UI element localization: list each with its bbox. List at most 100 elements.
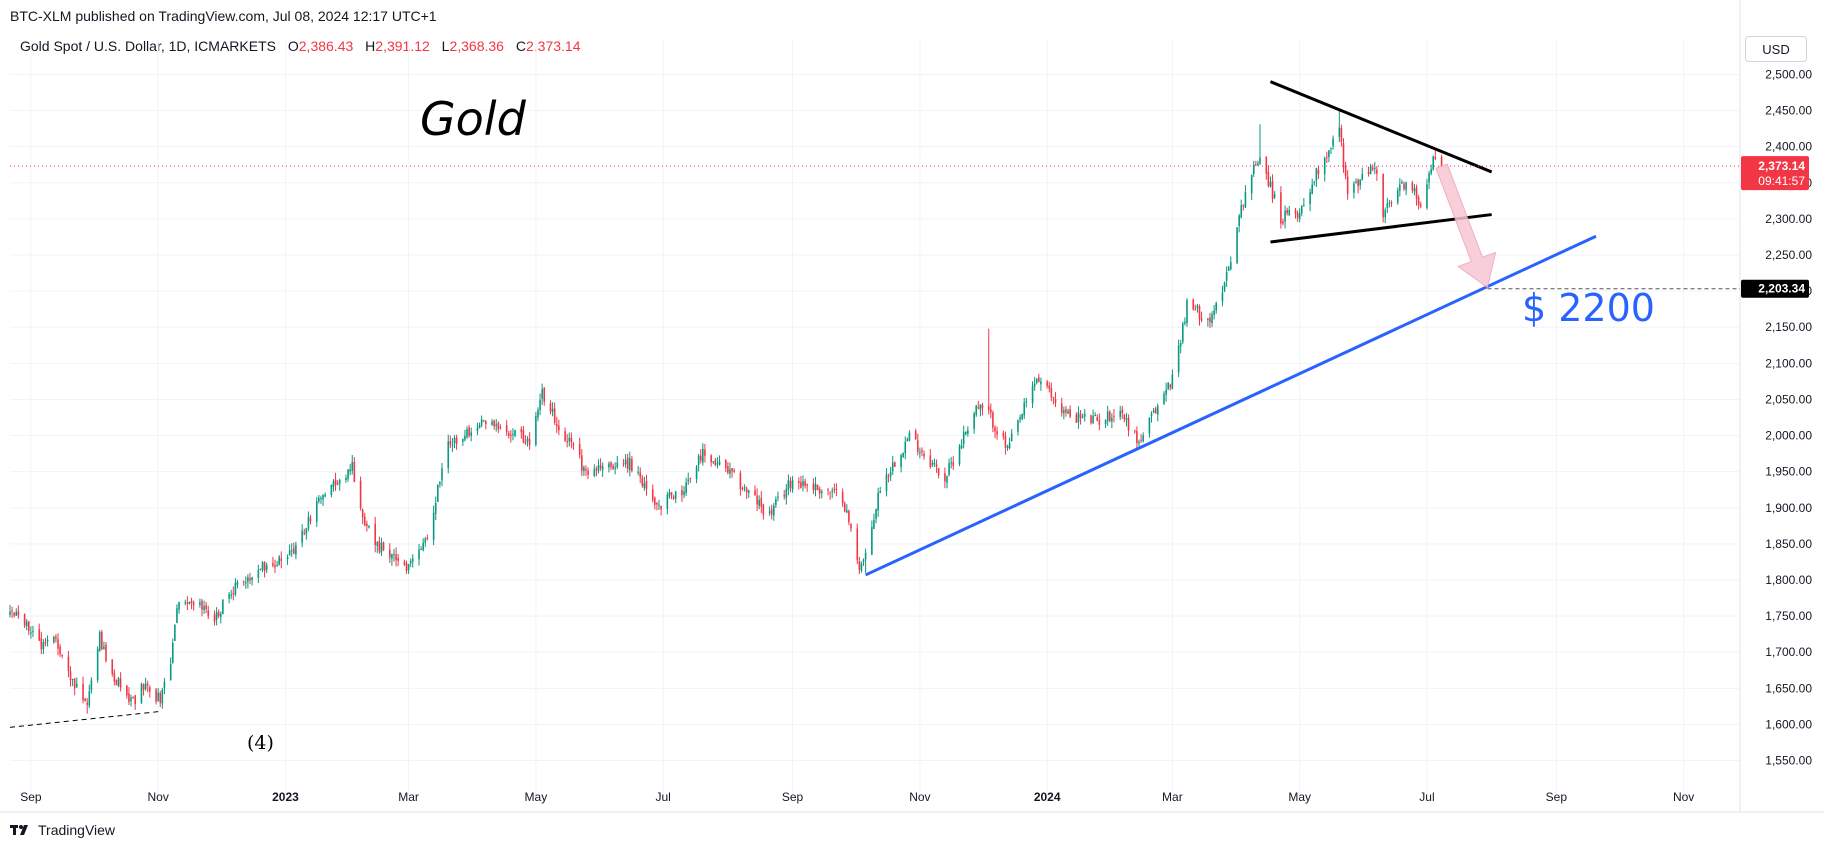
candle-body (727, 466, 729, 472)
candle (500, 424, 502, 429)
candle (1011, 429, 1013, 441)
candle-body (1099, 420, 1101, 424)
candle-body (537, 410, 539, 418)
candle-body (702, 449, 704, 463)
candle (1441, 155, 1443, 167)
candle-body (301, 531, 303, 543)
candle-body (264, 562, 266, 571)
y-tick-label: 2,000.00 (1765, 429, 1812, 443)
candle-body (159, 693, 161, 703)
chart-drawings (10, 82, 1740, 728)
candle (1019, 414, 1021, 423)
y-tick-label: 2,500.00 (1765, 67, 1812, 81)
candle (439, 481, 441, 487)
candle (1253, 161, 1255, 177)
candle-body (827, 490, 829, 491)
candle (116, 679, 118, 685)
candle (324, 492, 326, 497)
candle-body (1418, 197, 1420, 205)
candle (690, 478, 692, 483)
candle (1297, 211, 1299, 222)
candle (374, 517, 376, 552)
candle-body (170, 664, 172, 680)
candle-body (733, 470, 735, 471)
footer-brand[interactable]: TradingView (10, 822, 115, 838)
candle-body (834, 489, 836, 490)
x-tick-label: Sep (1546, 790, 1568, 804)
candle (594, 464, 596, 477)
candle-body (961, 445, 963, 448)
candle-body (1199, 306, 1201, 319)
candle-body (1309, 192, 1311, 204)
candle-body (1163, 394, 1165, 405)
x-tick-label: Jul (1419, 790, 1434, 804)
candle-body (437, 485, 439, 502)
candle-body (214, 614, 216, 621)
candle-body (625, 460, 627, 464)
candle-body (1288, 210, 1290, 215)
candle-body (777, 497, 779, 498)
candle-body (990, 409, 992, 412)
candle (266, 563, 268, 573)
candle (454, 435, 456, 448)
candle-body (1326, 157, 1328, 158)
candle (1270, 177, 1272, 188)
candle (308, 511, 310, 531)
candle (923, 451, 925, 460)
candle (74, 678, 76, 695)
candle-body (184, 602, 186, 603)
candle-body (600, 465, 602, 468)
candle-body (690, 478, 692, 479)
candle (420, 546, 422, 550)
candle-body (571, 438, 573, 443)
candle-body (258, 570, 260, 578)
candle (568, 433, 570, 447)
candle (1318, 165, 1320, 179)
candle-body (59, 647, 61, 654)
candle-body (802, 481, 804, 486)
candle (1284, 206, 1286, 229)
candle (1069, 405, 1071, 418)
candle-body (758, 500, 760, 506)
candle (980, 404, 982, 416)
candle (700, 449, 702, 463)
candle-body (1255, 165, 1257, 166)
candle (1184, 317, 1186, 325)
candle-body (850, 524, 852, 528)
candle (1311, 179, 1313, 195)
candle (535, 412, 537, 447)
candle-body (1151, 413, 1153, 416)
candle-body (412, 558, 414, 561)
candle (1136, 426, 1138, 450)
candle-body (848, 511, 850, 523)
candle-body (30, 632, 32, 633)
candle (462, 439, 464, 446)
candle (1167, 382, 1169, 390)
candle (527, 436, 529, 446)
candle-body (892, 462, 894, 471)
candle (844, 501, 846, 512)
candle (391, 553, 393, 565)
candle-body (381, 543, 383, 553)
candle-body (1084, 414, 1086, 417)
x-tick-label: 2023 (272, 790, 299, 804)
candle-body (792, 480, 794, 490)
candle (187, 596, 189, 610)
candle (1353, 181, 1355, 198)
candle-body (38, 629, 40, 640)
candle-body (176, 608, 178, 623)
candle-body (982, 405, 984, 408)
candle-body (1361, 174, 1363, 180)
candle-body (454, 438, 456, 443)
candle-body (464, 436, 466, 440)
candle-body (237, 582, 239, 585)
candle-body (994, 427, 996, 431)
candle (1389, 200, 1391, 208)
candle (189, 602, 191, 605)
candle (788, 474, 790, 495)
candle-body (629, 458, 631, 470)
candle (485, 420, 487, 429)
candle (1169, 384, 1171, 391)
candle (687, 473, 689, 485)
